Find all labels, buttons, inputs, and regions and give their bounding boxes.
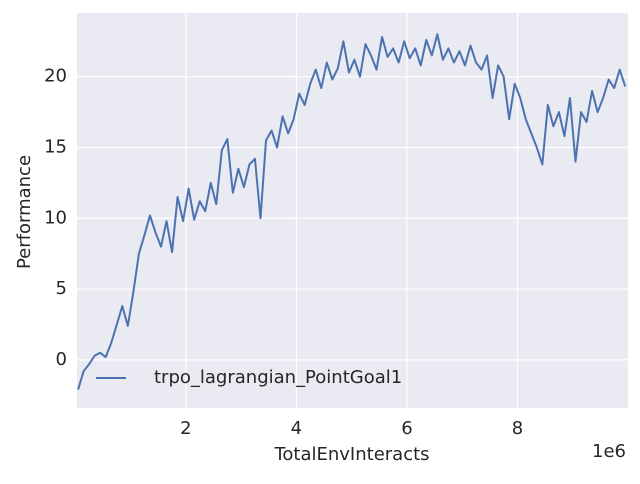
x-offset-label: 1e6: [592, 441, 626, 462]
x-tick-label: 6: [401, 418, 412, 439]
x-tick-label: 2: [180, 418, 191, 439]
line: [77, 33, 627, 390]
plot-area: [77, 13, 628, 408]
y-tick-label: 20: [44, 66, 67, 87]
y-tick-label: 15: [44, 136, 67, 157]
x-tick-label: 8: [512, 418, 523, 439]
x-axis-label: TotalEnvInteracts: [273, 444, 429, 465]
x-tick-label: 4: [291, 418, 302, 439]
y-axis-label: Performance: [14, 155, 35, 269]
y-tick-label: 0: [56, 349, 67, 370]
legend-label: trpo_lagrangian_PointGoal1: [154, 367, 402, 388]
y-tick-label: 5: [56, 278, 67, 299]
y-tick-label: 10: [44, 207, 67, 228]
